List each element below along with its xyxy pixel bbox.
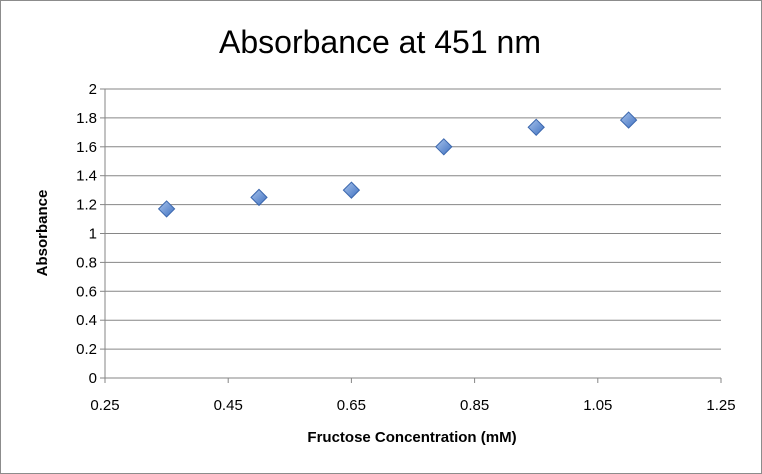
x-tick-label: 0.85 [460, 397, 489, 414]
y-tick-label: 1.8 [76, 110, 97, 127]
data-point [250, 188, 268, 207]
y-axis-title: Absorbance [34, 190, 51, 277]
y-tick-label: 1.6 [76, 139, 97, 156]
x-tick-label: 0.45 [214, 397, 243, 414]
y-tick-label: 0.4 [76, 312, 97, 329]
data-point [435, 138, 453, 156]
data-points [157, 111, 638, 218]
axes [100, 88, 722, 383]
gridlines [105, 88, 721, 350]
x-tick-label: 1.05 [583, 397, 612, 414]
data-point [157, 200, 176, 218]
y-tick-label: 1 [89, 226, 97, 243]
x-axis-title: Fructose Concentration (mM) [307, 429, 516, 446]
data-point [342, 181, 361, 199]
y-tick-label: 0.6 [76, 283, 97, 300]
y-tick-label: 2 [89, 81, 97, 98]
data-point [527, 118, 545, 136]
y-tick-label: 1.2 [76, 197, 97, 214]
y-tick-label: 0.8 [76, 254, 97, 271]
x-tick-labels: 0.25 0.45 0.65 0.85 1.05 1.25 [90, 397, 735, 414]
data-point [619, 111, 638, 129]
y-tick-label: 0 [89, 370, 97, 387]
y-tick-label: 0.2 [76, 341, 97, 358]
y-tick-labels: 0 0.2 0.4 0.6 0.8 1 1.2 1.4 1.6 1.8 2 [76, 81, 97, 387]
x-tick-label: 1.25 [706, 397, 735, 414]
x-tick-label: 0.25 [90, 397, 119, 414]
chart-title: Absorbance at 451 nm [219, 24, 541, 60]
x-tick-label: 0.65 [337, 397, 366, 414]
y-tick-label: 1.4 [76, 168, 97, 185]
